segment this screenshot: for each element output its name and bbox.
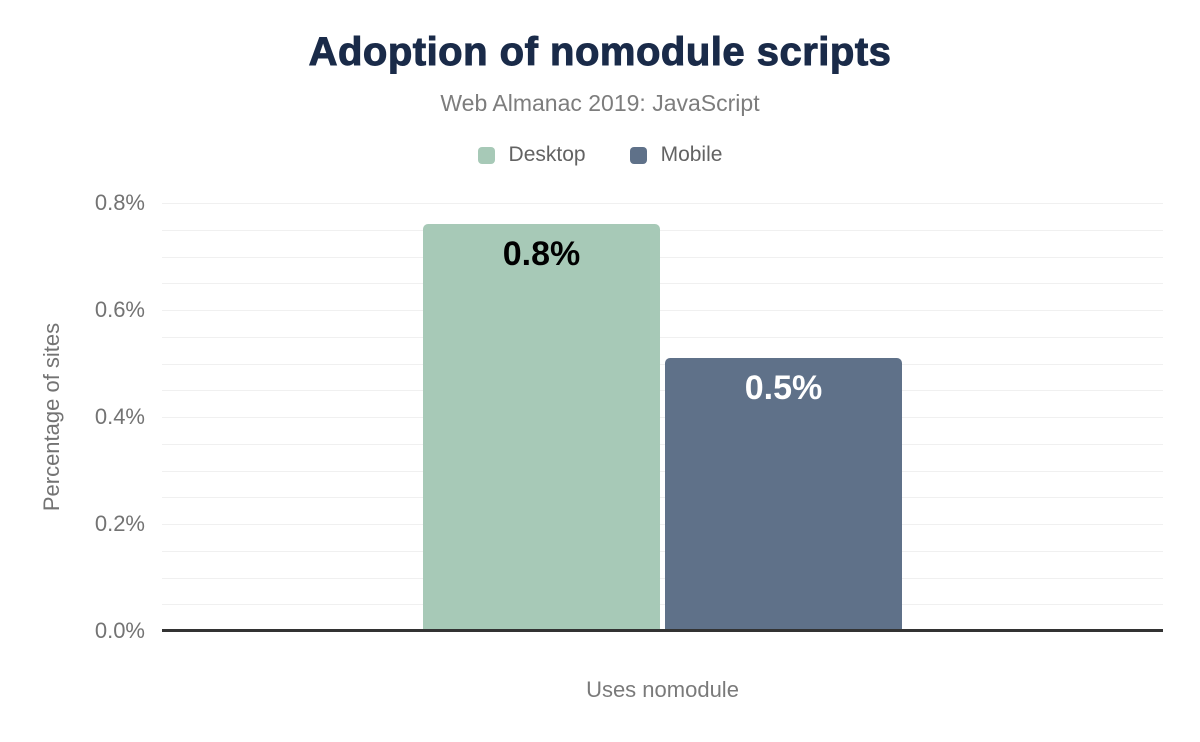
x-axis-label: Uses nomodule bbox=[586, 677, 739, 702]
y-tick-label: 0.0% bbox=[94, 618, 145, 643]
legend: Desktop Mobile bbox=[0, 143, 1200, 167]
y-tick-label: 0.4% bbox=[94, 404, 145, 429]
gridline bbox=[162, 310, 1163, 311]
gridline bbox=[162, 524, 1163, 525]
legend-item-label: Desktop bbox=[508, 143, 586, 166]
mobile-legend-swatch-icon bbox=[629, 146, 647, 164]
legend-item-label: Mobile bbox=[660, 143, 723, 166]
gridline bbox=[162, 577, 1163, 579]
bar-mobile[interactable]: 0.5% bbox=[665, 358, 902, 631]
gridline bbox=[162, 417, 1163, 418]
legend-item-desktop[interactable]: Desktop bbox=[477, 143, 586, 167]
chart-subtitle: Web Almanac 2019: JavaScript bbox=[440, 90, 760, 116]
gridline bbox=[162, 336, 1163, 338]
bar-value-label: 0.5% bbox=[744, 369, 823, 408]
gridline bbox=[162, 256, 1163, 258]
legend-item-mobile[interactable]: Mobile bbox=[629, 143, 723, 167]
gridline bbox=[162, 604, 1163, 606]
chart-title: Adoption of nomodule scripts bbox=[308, 30, 892, 75]
desktop-legend-swatch-icon bbox=[477, 146, 495, 164]
y-tick-label: 0.8% bbox=[94, 190, 145, 215]
gridline bbox=[162, 390, 1163, 392]
gridline bbox=[162, 363, 1163, 365]
gridline bbox=[162, 203, 1163, 204]
gridline bbox=[162, 470, 1163, 472]
bar-desktop[interactable]: 0.8% bbox=[423, 224, 660, 631]
y-tick-label: 0.6% bbox=[94, 297, 145, 322]
bar-value-label: 0.8% bbox=[502, 235, 581, 274]
gridline bbox=[162, 283, 1163, 285]
gridline bbox=[162, 229, 1163, 231]
gridline bbox=[162, 497, 1163, 499]
gridline bbox=[162, 443, 1163, 445]
plot-area: 0.8% 0.5% bbox=[162, 203, 1163, 632]
gridline bbox=[162, 550, 1163, 552]
y-tick-label: 0.2% bbox=[94, 511, 145, 536]
x-axis-line bbox=[162, 629, 1163, 632]
